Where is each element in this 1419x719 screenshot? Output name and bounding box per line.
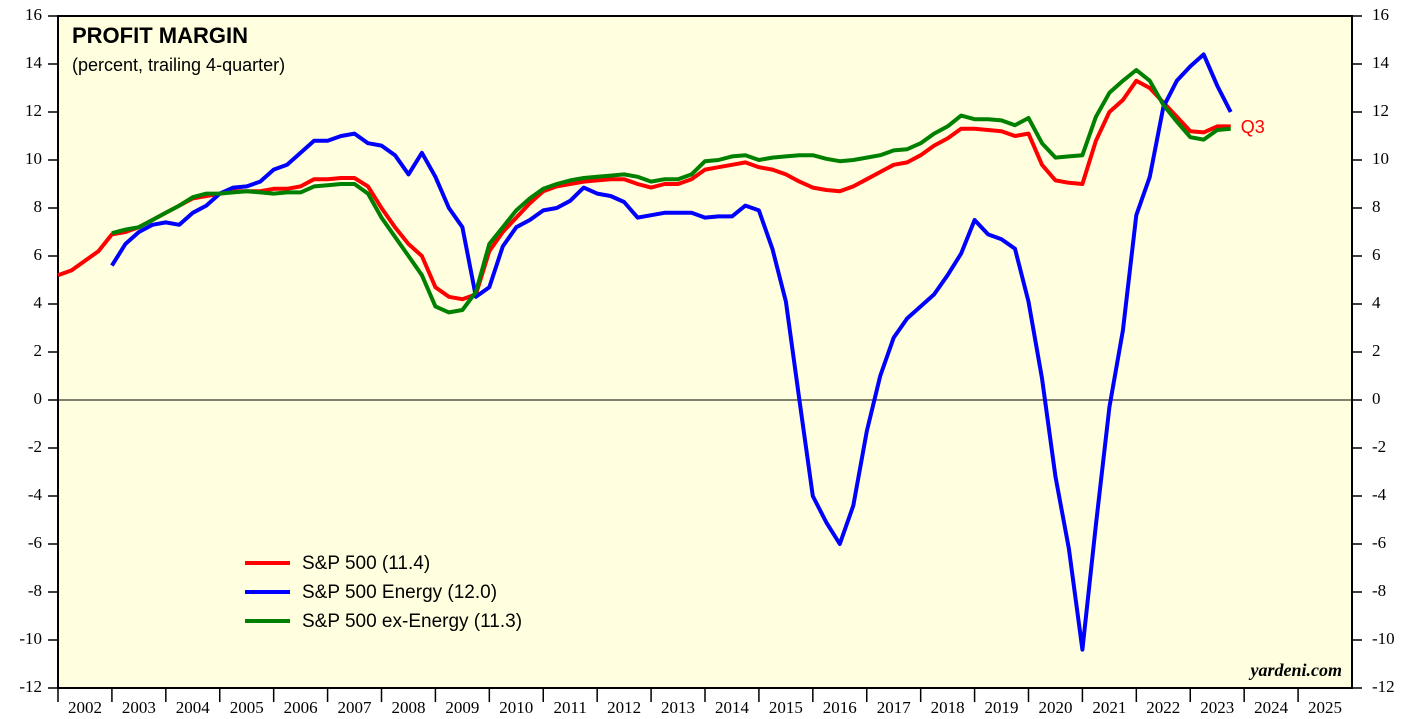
x-tick-label: 2025 (1308, 698, 1342, 717)
y2-tick-label: 12 (1372, 101, 1389, 120)
y2-tick-label: 4 (1372, 293, 1381, 312)
plot-area (57, 15, 1353, 689)
y-tick-label: -6 (28, 533, 42, 552)
y-tick-label: 2 (34, 341, 43, 360)
x-tick-label: 2024 (1254, 698, 1289, 717)
y2-tick-label: -4 (1372, 485, 1387, 504)
x-tick-label: 2003 (122, 698, 156, 717)
series-line (110, 52, 1233, 652)
y2-tick-label: -12 (1372, 677, 1395, 696)
x-tick-label: 2006 (284, 698, 318, 717)
x-tick-label: 2004 (176, 698, 211, 717)
x-tick-label: 2009 (445, 698, 479, 717)
y2-tick-label: 6 (1372, 245, 1381, 264)
x-tick-label: 2013 (661, 698, 695, 717)
source: yardeni.com (1249, 660, 1343, 680)
y2-tick-label: 10 (1372, 149, 1389, 168)
x-tick-label: 2012 (607, 698, 641, 717)
y-tick-label: -2 (28, 437, 42, 456)
y-tick-label: -8 (28, 581, 42, 600)
x-tick-label: 2023 (1200, 698, 1234, 717)
x-tick-label: 2017 (877, 698, 912, 717)
y-tick-label: 14 (25, 53, 43, 72)
y2-tick-label: 8 (1372, 197, 1381, 216)
y2-tick-label: 16 (1372, 5, 1389, 24)
x-tick-label: 2020 (1038, 698, 1072, 717)
x-tick-label: 2021 (1092, 698, 1126, 717)
series-line (111, 68, 1231, 315)
x-tick-label: 2007 (338, 698, 373, 717)
x-tick-label: 2018 (931, 698, 965, 717)
y-tick-label: -12 (19, 677, 42, 696)
annotation: Q3 (1241, 117, 1265, 137)
x-tick-label: 2019 (985, 698, 1019, 717)
y-tick-label: 12 (25, 101, 42, 120)
y-tick-label: -4 (28, 485, 43, 504)
y-tick-label: 16 (25, 5, 42, 24)
y-tick-label: 10 (25, 149, 42, 168)
y2-tick-label: -8 (1372, 581, 1386, 600)
y-tick-label: 6 (34, 245, 43, 264)
x-tick-label: 2005 (230, 698, 264, 717)
y-tick-label: 0 (34, 389, 43, 408)
x-tick-label: 2002 (68, 698, 102, 717)
chart-title: PROFIT MARGIN (72, 23, 248, 48)
y2-tick-label: 2 (1372, 341, 1381, 360)
y2-tick-label: 14 (1372, 53, 1390, 72)
x-tick-label: 2008 (391, 698, 425, 717)
y2-tick-label: -10 (1372, 629, 1395, 648)
x-tick-label: 2011 (554, 698, 587, 717)
x-tick-label: 2016 (823, 698, 857, 717)
x-tick-label: 2014 (715, 698, 750, 717)
y-tick-label: 8 (34, 197, 43, 216)
legend-label: S&P 500 (11.4) (302, 553, 430, 574)
x-tick-label: 2010 (499, 698, 533, 717)
x-tick-label: 2022 (1146, 698, 1180, 717)
y-tick-label: -10 (19, 629, 42, 648)
y2-tick-label: -6 (1372, 533, 1386, 552)
x-tick-label: 2015 (769, 698, 803, 717)
chart-subtitle: (percent, trailing 4-quarter) (72, 55, 285, 75)
legend-label: S&P 500 Energy (12.0) (302, 582, 497, 603)
legend-label: S&P 500 ex-Energy (11.3) (302, 611, 522, 632)
y-tick-label: 4 (34, 293, 43, 312)
y2-tick-label: 0 (1372, 389, 1381, 408)
y2-tick-label: -2 (1372, 437, 1386, 456)
